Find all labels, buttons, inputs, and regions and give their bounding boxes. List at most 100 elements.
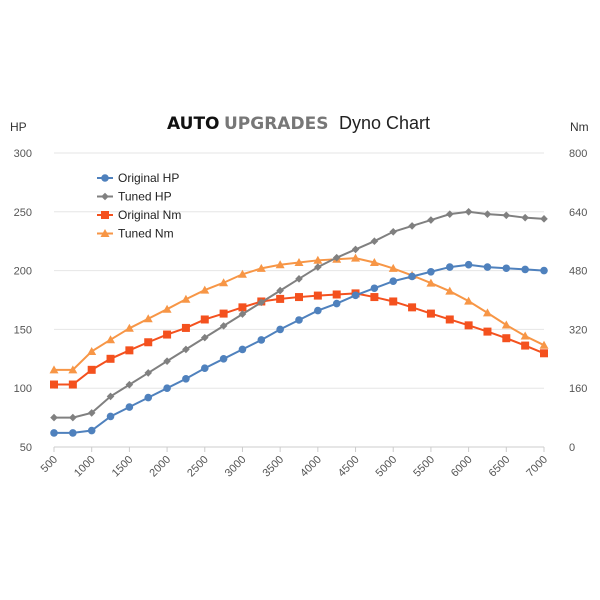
x-tick-label: 2000 xyxy=(147,454,173,480)
data-point-original-hp xyxy=(502,264,511,273)
data-point-original-hp xyxy=(389,277,398,285)
legend-label: Tuned Nm xyxy=(118,227,174,241)
data-point-tuned-nm xyxy=(426,278,436,287)
data-point-original-hp xyxy=(163,384,171,393)
series-line-tuned-hp xyxy=(54,210,545,419)
left-axis-label: HP xyxy=(10,120,27,134)
data-point-original-nm xyxy=(502,334,511,343)
data-point-original-hp xyxy=(219,355,228,363)
legend-swatch-marker xyxy=(101,174,109,182)
data-point-original-nm xyxy=(276,294,285,303)
x-tick-label: 6500 xyxy=(487,454,513,480)
data-point-tuned-nm xyxy=(200,285,210,294)
left-axis-ticks: 50 100 150 200 250 300 xyxy=(14,148,32,454)
data-point-tuned-nm xyxy=(219,278,229,287)
right-tick-label: 480 xyxy=(569,266,587,278)
data-point-tuned-nm xyxy=(237,269,247,278)
data-point-tuned-nm xyxy=(445,286,455,295)
data-point-original-hp xyxy=(200,364,209,373)
left-tick-label: 200 xyxy=(14,266,32,278)
data-point-original-nm xyxy=(144,338,153,347)
data-point-original-nm xyxy=(313,291,322,300)
data-point-original-hp xyxy=(144,393,153,402)
data-point-original-hp xyxy=(351,291,360,300)
data-point-original-nm xyxy=(219,309,228,318)
x-tick-label: 500 xyxy=(39,454,60,475)
right-tick-label: 640 xyxy=(569,207,587,219)
data-point-tuned-nm xyxy=(181,294,191,303)
legend-label: Original Nm xyxy=(118,208,181,222)
left-tick-label: 250 xyxy=(14,207,32,219)
x-tick-label: 4000 xyxy=(298,454,324,480)
data-point-tuned-hp xyxy=(125,380,134,389)
x-tick-label: 1000 xyxy=(72,454,98,480)
data-point-tuned-hp xyxy=(483,210,492,218)
data-point-original-nm xyxy=(295,293,303,302)
data-point-tuned-hp xyxy=(219,322,228,330)
title-brand-upgrades: UPGRADES xyxy=(224,114,328,134)
data-point-tuned-nm xyxy=(87,346,97,355)
data-point-tuned-nm xyxy=(162,304,172,313)
series-line-original-nm xyxy=(54,292,545,386)
data-point-original-nm xyxy=(370,293,379,302)
right-axis-label: Nm xyxy=(570,120,589,134)
x-tick-label: 6000 xyxy=(449,454,475,480)
data-point-tuned-nm xyxy=(143,314,153,323)
data-point-original-hp xyxy=(69,429,77,437)
data-point-tuned-nm xyxy=(501,320,511,329)
data-point-tuned-hp xyxy=(295,275,303,283)
data-point-tuned-nm xyxy=(106,335,116,344)
data-point-tuned-hp xyxy=(389,227,398,236)
data-point-original-hp xyxy=(295,316,303,324)
data-point-tuned-nm xyxy=(124,323,134,332)
data-point-tuned-nm xyxy=(49,365,59,374)
data-point-tuned-hp xyxy=(540,215,548,223)
data-point-original-nm xyxy=(332,290,341,299)
data-point-tuned-hp xyxy=(238,310,247,318)
legend-swatch-marker xyxy=(100,229,110,237)
data-point-tuned-hp xyxy=(257,298,266,307)
data-point-tuned-nm xyxy=(256,263,266,272)
legend-item-tuned-nm: Tuned Nm xyxy=(97,227,174,241)
title-brand-auto: AUTO xyxy=(167,114,220,134)
data-point-tuned-nm xyxy=(369,258,379,267)
data-point-tuned-nm xyxy=(388,263,398,272)
data-point-original-hp xyxy=(408,272,416,281)
x-tick-label: 5500 xyxy=(411,454,437,480)
data-point-tuned-hp xyxy=(370,237,379,245)
data-point-original-hp xyxy=(276,325,284,334)
series-original-hp xyxy=(50,260,548,437)
data-point-original-nm xyxy=(521,341,530,350)
data-point-tuned-hp xyxy=(521,213,529,222)
series-tuned-hp xyxy=(50,208,548,422)
data-point-original-hp xyxy=(106,412,115,421)
left-tick-label: 300 xyxy=(14,148,32,160)
data-point-original-nm xyxy=(163,330,172,339)
data-point-tuned-hp xyxy=(332,253,341,262)
data-point-original-hp xyxy=(257,336,266,344)
x-tick-label: 3000 xyxy=(223,454,249,480)
data-point-original-nm xyxy=(87,365,96,374)
data-point-tuned-hp xyxy=(464,208,473,216)
data-point-original-hp xyxy=(87,426,96,435)
data-point-original-nm xyxy=(125,346,134,355)
right-tick-label: 800 xyxy=(569,148,587,160)
data-point-tuned-nm xyxy=(539,340,549,349)
data-point-tuned-hp xyxy=(182,345,190,354)
data-point-original-hp xyxy=(182,374,190,383)
legend-swatch-marker xyxy=(101,211,109,219)
x-tick-label: 7000 xyxy=(524,454,550,480)
data-point-tuned-nm xyxy=(520,331,530,340)
data-point-original-nm xyxy=(200,315,209,324)
data-point-tuned-nm xyxy=(313,255,323,264)
data-point-tuned-nm xyxy=(464,296,474,305)
right-tick-label: 0 xyxy=(569,442,575,454)
right-tick-label: 160 xyxy=(569,383,587,395)
data-point-tuned-nm xyxy=(351,253,361,262)
right-axis-ticks: 0 160 320 480 640 800 xyxy=(569,148,587,454)
data-point-original-nm xyxy=(181,323,190,332)
data-point-tuned-hp xyxy=(502,211,511,220)
data-point-original-hp xyxy=(50,429,58,437)
series-tuned-nm xyxy=(49,253,549,374)
